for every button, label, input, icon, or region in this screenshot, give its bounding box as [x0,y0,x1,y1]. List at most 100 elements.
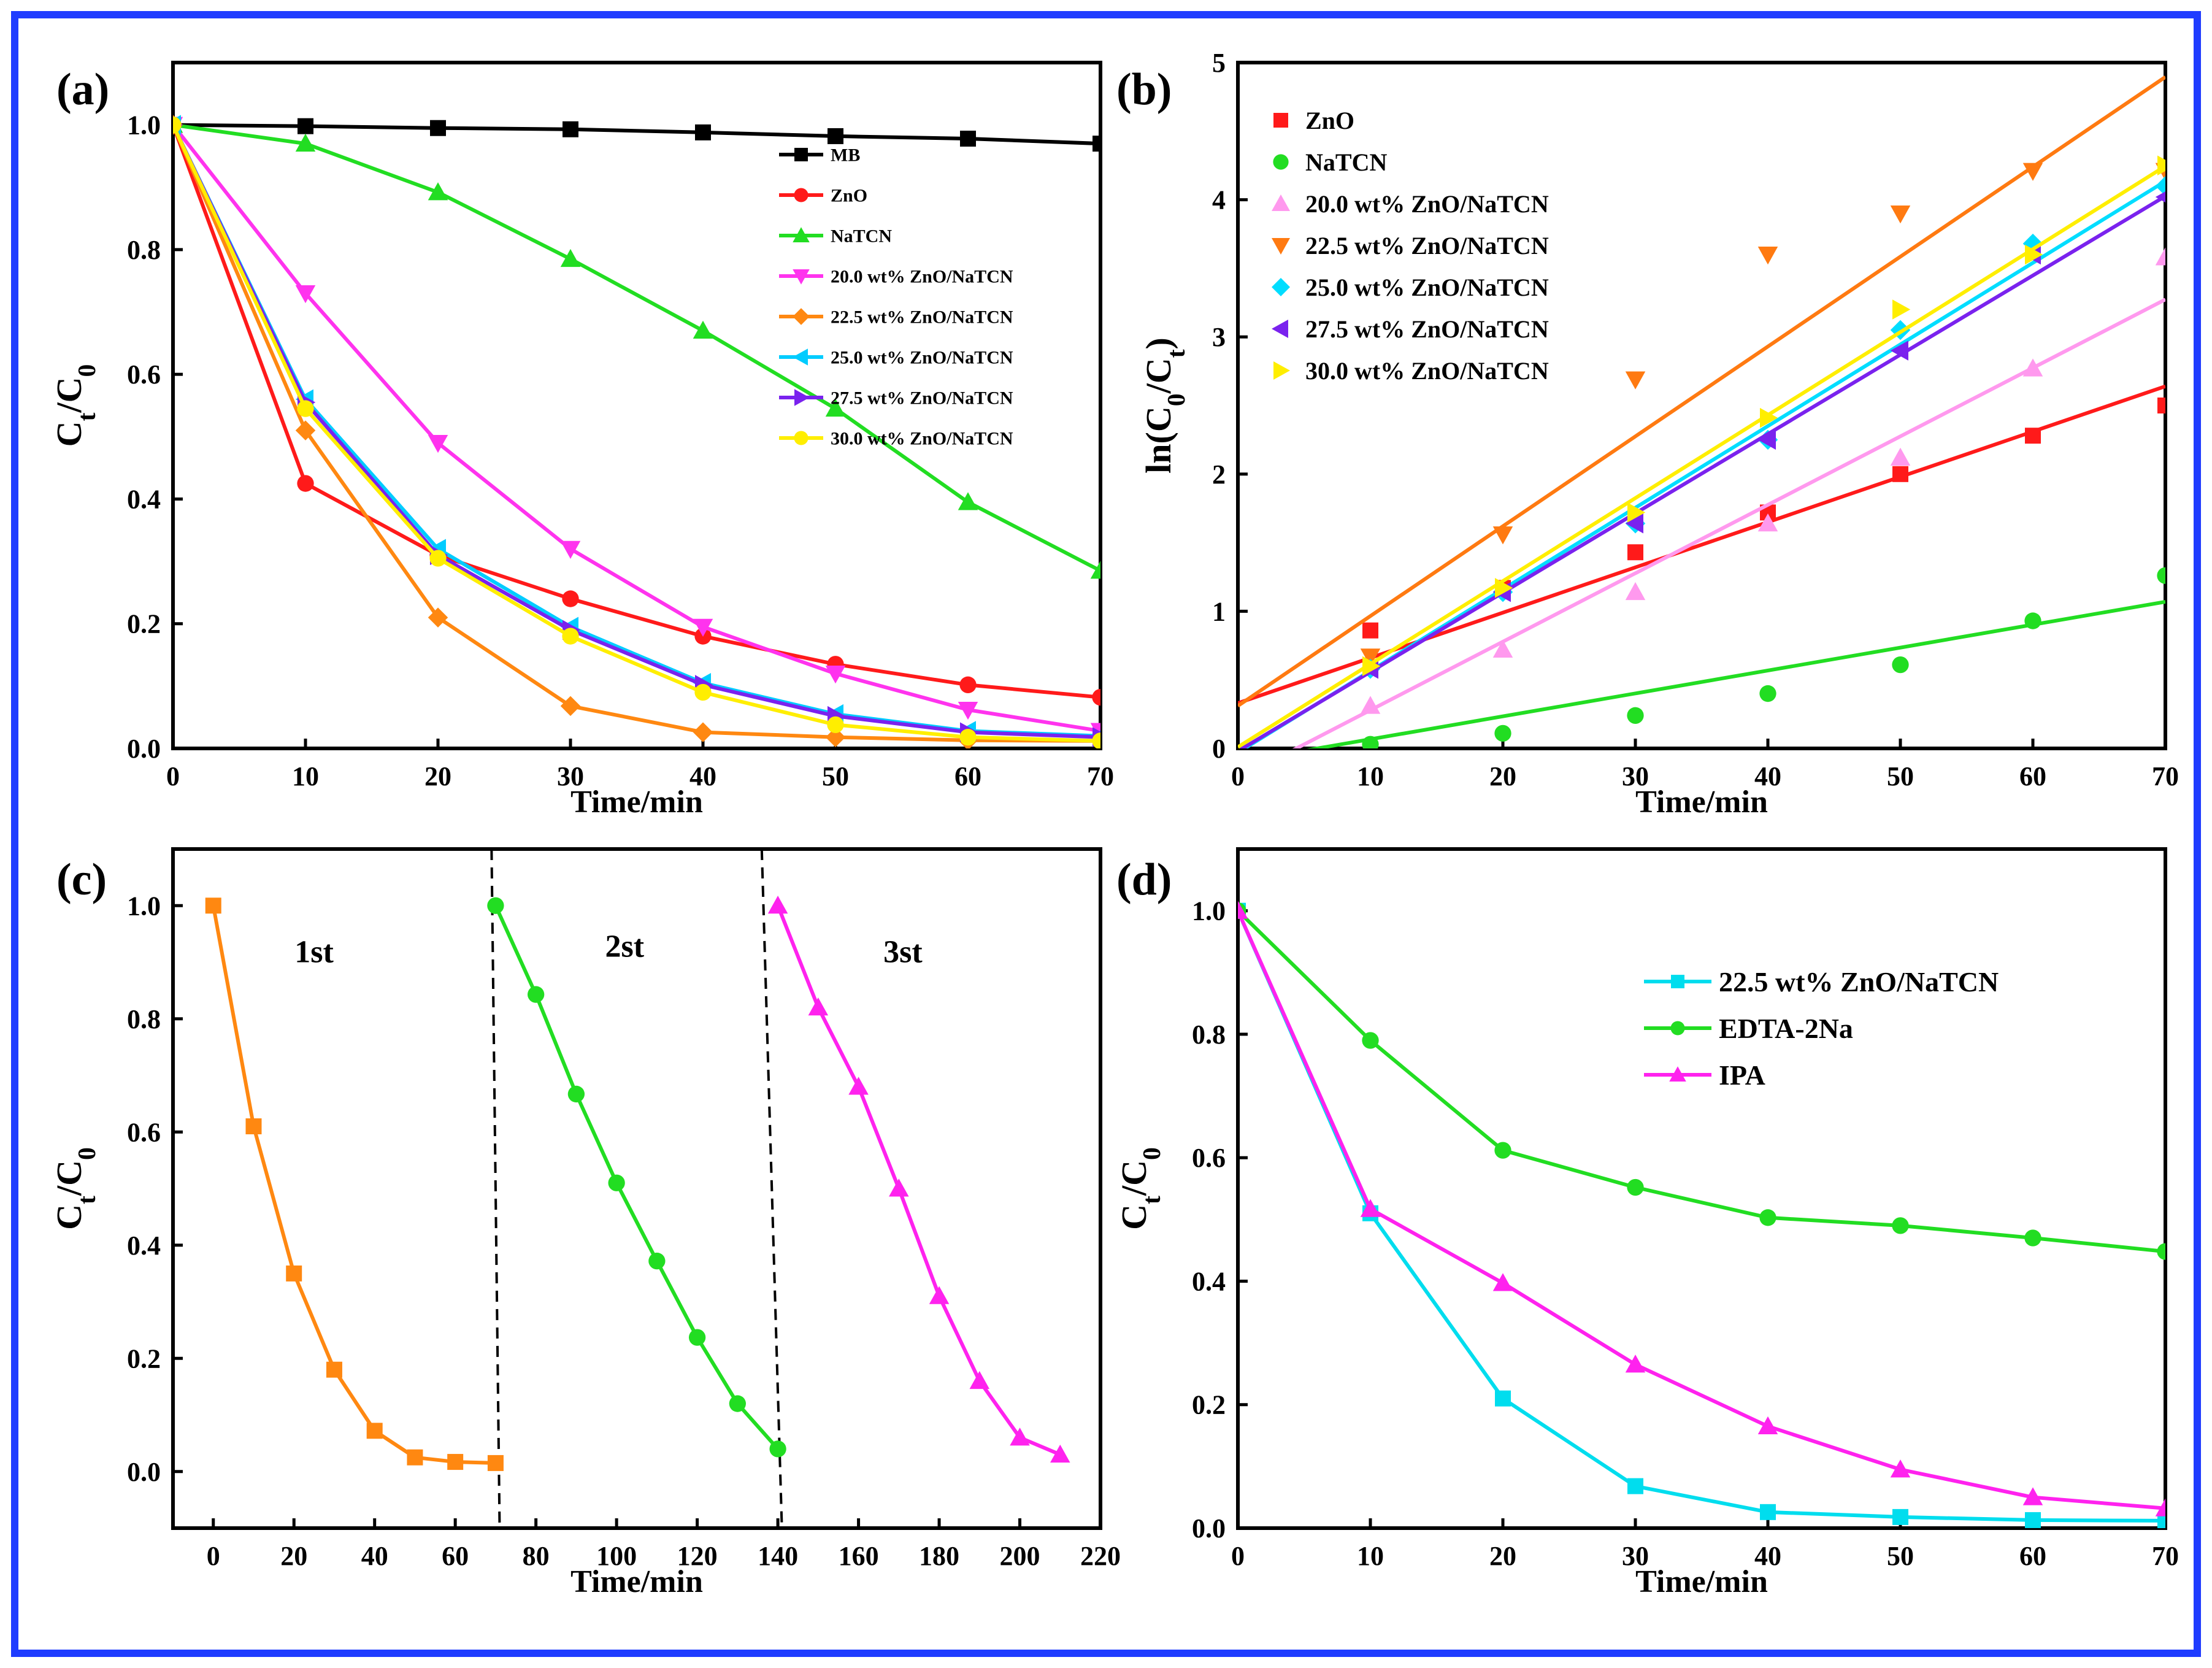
legend-label: MB [831,145,860,166]
x-tick-label: 0 [166,761,180,791]
y-tick-label: 0.2 [1192,1390,1226,1420]
y-tick-label: 0.2 [127,1343,161,1374]
data-point [1360,648,1381,667]
legend-label: 22.5 wt% ZnO/NaTCN [831,307,1013,328]
x-tick-label: 0 [1231,1541,1245,1571]
data-point [608,1174,625,1191]
legend-marker [793,227,810,242]
y-axis-title: Ct/C0 [1114,1147,1166,1230]
y-tick-label: 1 [1212,596,1226,626]
data-point [2155,247,2165,266]
data-point [693,618,713,637]
series-line [1238,909,2165,1254]
data-point [528,986,545,1003]
data-point [1494,724,1511,742]
panel-label: (a) [56,64,109,115]
x-tick-label: 120 [677,1541,718,1571]
data-point [828,128,843,144]
panel-label: (b) [1116,64,1172,115]
data-point [958,492,978,510]
data-point [2157,567,2165,584]
x-tick-label: 10 [1357,1541,1384,1571]
fit-line [1238,75,2165,708]
series-line [173,124,1100,743]
series-line [494,905,780,1450]
data-point [2022,358,2043,377]
y-axis-title: Ct/C0 [49,364,101,447]
x-tick-label: 20 [1489,761,1516,791]
data-point [245,1118,262,1135]
data-point [487,1455,504,1471]
data-point [1892,1509,1908,1525]
legend-marker [1670,1021,1685,1036]
data-point [889,1178,909,1197]
data-point [958,701,978,720]
data-point [430,120,446,136]
data-point [1360,1199,1381,1217]
data-point [729,1395,746,1412]
y-axis-title: ln(C0/Ct) [1139,337,1191,474]
panel-2: 0 10 20 30 40 50 60 70 0 1 2 3 4 5 Time/min ln(C0/Ct) (b… [1116,48,2179,820]
y-tick-label: 3 [1212,322,1226,352]
data-point [562,628,579,645]
x-tick-label: 140 [758,1541,798,1571]
data-point [1892,1217,1909,1234]
legend-label: 27.5 wt% ZnO/NaTCN [1305,315,1549,343]
series-line [173,124,1100,739]
data-point [447,1454,464,1470]
data-layer [1238,75,2165,748]
series-line [173,123,1100,573]
legend-label: 30.0 wt% ZnO/NaTCN [831,429,1013,449]
data-point [1625,582,1646,601]
data-point [2022,163,2043,181]
fit-line [1306,600,2165,748]
series-line [173,124,1100,743]
legend-label: NaTCN [831,226,892,247]
data-point [2155,175,2165,196]
fit-line [1292,298,2165,748]
data-point [1362,622,1378,639]
cycle-divider [760,849,783,1528]
cycle-divider [490,849,501,1528]
data-point [2025,428,2041,444]
x-tick-label: 220 [1080,1541,1121,1571]
fit-line [1238,164,2165,748]
data-point [2024,1229,2041,1247]
data-point [1627,544,1643,561]
data-point [694,683,712,701]
x-tick-label: 60 [954,761,981,791]
data-point [1627,707,1644,724]
y-tick-label: 0.6 [1192,1143,1226,1173]
panel-label: (c) [56,855,107,905]
x-tick-label: 10 [1357,761,1384,791]
data-point [769,1440,786,1458]
figure-frame: 0 10 20 30 40 50 60 70 0.0 0.2 0.4 0.6 0.8 1.0 Time/mi… [11,11,2201,1657]
series-line [1238,910,2165,1523]
data-point [428,607,448,628]
data-point [1625,1355,1646,1373]
x-tick-label: 30 [1622,761,1649,791]
x-tick-label: 60 [442,1541,469,1571]
series-line [1238,910,2165,1510]
data-point [2157,1512,2165,1528]
y-tick-label: 1.0 [127,110,161,140]
data-point [1050,1444,1070,1463]
x-tick-label: 20 [1489,1541,1516,1571]
y-axis-title: Ct/C0 [49,1147,101,1230]
y-tick-label: 0.8 [127,235,161,265]
data-point [326,1361,342,1378]
data-point [1093,136,1100,152]
data-point [2157,1243,2165,1260]
data-point [173,116,182,134]
y-tick-label: 5 [1212,48,1226,78]
legend-marker [794,389,810,406]
series-line [211,905,496,1465]
data-point [1760,407,1778,428]
x-tick-label: 70 [1087,761,1114,791]
x-tick-label: 40 [1754,761,1781,791]
series-line [173,124,1100,699]
legend-label: 27.5 wt% ZnO/NaTCN [831,388,1013,409]
legend-label: ZnO [831,186,867,206]
data-point [2025,1512,2041,1528]
panel-label: (d) [1116,855,1172,905]
